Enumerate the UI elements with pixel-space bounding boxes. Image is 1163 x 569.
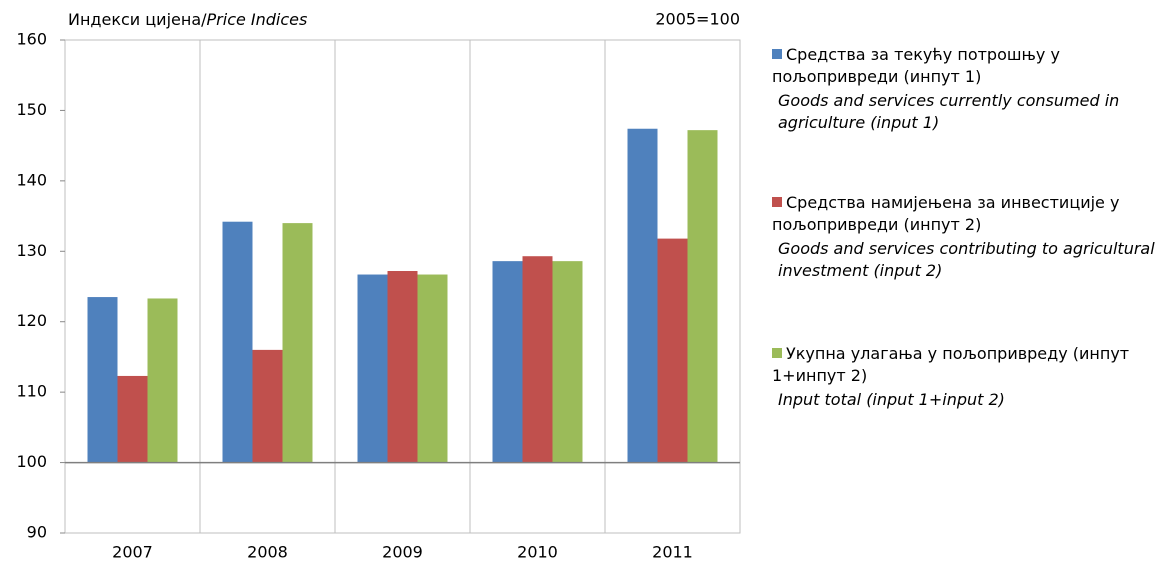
y-tick-label: 160 (16, 30, 47, 49)
bar (282, 223, 313, 463)
legend-entry: Средства намијењена за инвестиције у пољ… (772, 192, 1162, 282)
bar (687, 130, 718, 463)
chart: Индекси цијена/Price Indices 2005=100 90… (16, 10, 741, 562)
bar (492, 261, 523, 463)
x-tick-label: 2010 (517, 543, 558, 562)
legend-label-en: Input total (input 1+input 2) (778, 390, 1005, 409)
legend-swatch (772, 197, 782, 207)
y-tick-label: 120 (16, 311, 47, 330)
bar (657, 238, 688, 463)
bar (222, 221, 253, 463)
x-tick-label: 2008 (247, 543, 288, 562)
y-axis-title-en: Price Indices (207, 10, 308, 29)
y-tick-label: 110 (16, 382, 47, 401)
y-tick-label: 150 (16, 100, 47, 119)
x-tick-label: 2011 (652, 543, 693, 562)
legend-label: Средства намијењена за инвестиције у пољ… (772, 193, 1120, 234)
y-axis-title: Индекси цијена/Price Indices (68, 10, 307, 29)
legend-label: Средства за текућу потрошњу у пољопривре… (772, 45, 1060, 86)
bar (357, 274, 388, 463)
x-tick-label: 2009 (382, 543, 423, 562)
bar (147, 298, 178, 463)
legend-entry: Средства за текућу потрошњу у пољопривре… (772, 44, 1162, 134)
bar (117, 375, 148, 463)
plot-area (64, 39, 741, 534)
bar (252, 349, 283, 463)
bar (552, 261, 583, 463)
y-axis-title-local: Индекси цијена/ (68, 10, 207, 29)
legend-swatch (772, 348, 782, 358)
legend-label-en: Goods and services currently consumed in… (778, 91, 1120, 132)
bar (522, 256, 553, 463)
legend-label: Укупна улагања у пољопривреду (инпут 1+и… (772, 344, 1130, 385)
y-tick-label: 90 (27, 523, 47, 542)
bar (417, 274, 448, 463)
legend-entry: Укупна улагања у пољопривреду (инпут 1+и… (772, 343, 1162, 411)
x-tick-label: 2007 (112, 543, 153, 562)
base-note: 2005=100 (655, 10, 740, 29)
y-tick-label: 100 (16, 452, 47, 471)
bar (87, 297, 118, 463)
y-tick-label: 140 (16, 170, 47, 189)
bar (627, 128, 658, 463)
bar (387, 271, 418, 463)
y-tick-label: 130 (16, 241, 47, 260)
legend-label-en: Goods and services contributing to agric… (778, 239, 1155, 280)
legend-swatch (772, 49, 782, 59)
